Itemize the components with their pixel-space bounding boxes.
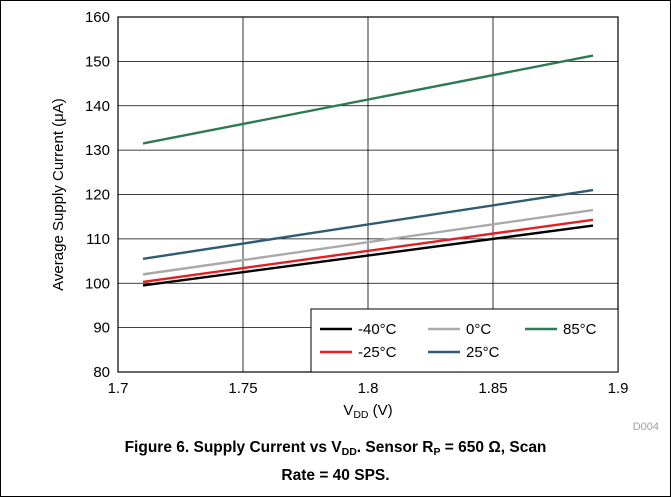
- series-line: [142, 224, 594, 287]
- y-tick-label: 160: [85, 9, 110, 26]
- figure-id-watermark: D004: [633, 421, 659, 433]
- y-axis-label: Average Supply Current (μA): [50, 98, 67, 291]
- y-tick-label: 120: [85, 187, 110, 204]
- y-tick-label: 90: [93, 320, 110, 337]
- x-axis-label-main: V: [343, 402, 353, 419]
- legend-label: 25°C: [466, 344, 500, 361]
- x-axis-label-unit: (V): [369, 402, 393, 419]
- x-axis-label-subscript: DD: [353, 409, 369, 421]
- legend-label: -25°C: [358, 344, 397, 361]
- series-lines: [142, 54, 594, 287]
- x-tick-label: 1.9: [608, 380, 629, 397]
- y-tick-label: 80: [93, 364, 110, 381]
- legend-label: 0°C: [466, 321, 491, 338]
- y-tick-label: 100: [85, 275, 110, 292]
- series-line: [142, 54, 594, 145]
- caption-line-1: Figure 6. Supply Current vs VDD. Sensor …: [124, 439, 547, 458]
- y-tick-label: 130: [85, 142, 110, 159]
- y-tick-label: 110: [86, 231, 110, 248]
- y-tick-label: 150: [85, 53, 110, 70]
- tick-labels: 80 90 100 110 120 130 140 150 160 1.7 1.75 1.8 1.85 1…: [85, 9, 628, 397]
- legend-label: 85°C: [563, 321, 597, 338]
- legend-label: -40°C: [358, 321, 397, 338]
- series-line: [142, 188, 594, 261]
- figure-caption: Figure 6. Supply Current vs VDD. Sensor …: [0, 436, 671, 488]
- x-tick-label: 1.85: [478, 380, 507, 397]
- legend: -40°C 0°C 85°C -25°C 25°C: [310, 308, 619, 373]
- y-tick-label: 140: [85, 98, 110, 115]
- series-line: [142, 208, 594, 276]
- caption-line-2: Rate = 40 SPS.: [281, 467, 390, 484]
- x-axis-label: VDD (V): [343, 402, 392, 421]
- x-tick-label: 1.75: [228, 380, 257, 397]
- series-line: [142, 218, 594, 284]
- legend-box: [310, 308, 619, 373]
- x-tick-label: 1.8: [358, 380, 379, 397]
- x-tick-label: 1.7: [108, 380, 129, 397]
